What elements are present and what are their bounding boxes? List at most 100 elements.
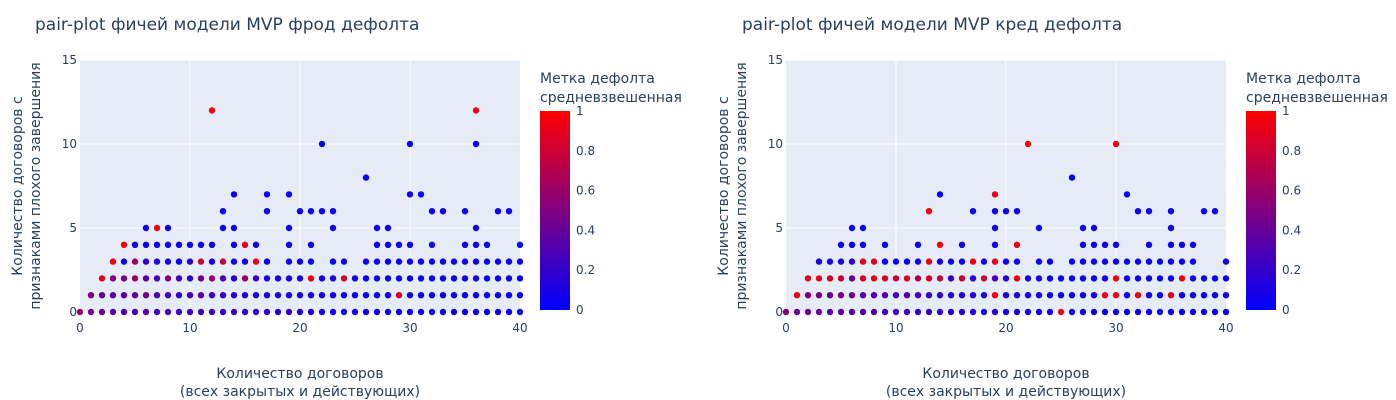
- scatter-point: [329, 208, 337, 215]
- scatter-point: [1134, 308, 1142, 316]
- scatter-point: [1222, 275, 1230, 282]
- scatter-point: [230, 275, 238, 282]
- scatter-point: [936, 241, 944, 248]
- left-chart-title: pair-plot фичей модели MVP фрод дефолта: [35, 15, 419, 35]
- scatter-point: [1079, 224, 1087, 232]
- scatter-point: [395, 258, 403, 265]
- scatter-point: [1200, 275, 1208, 282]
- scatter-point: [1112, 292, 1120, 299]
- scatter-point: [1090, 308, 1098, 316]
- scatter-point: [859, 258, 867, 265]
- x-tick-label: 0: [782, 321, 790, 335]
- scatter-point: [472, 292, 480, 299]
- scatter-point: [362, 275, 370, 282]
- scatter-point: [439, 292, 447, 299]
- scatter-point: [373, 241, 381, 248]
- scatter-point: [494, 292, 502, 299]
- scatter-point: [925, 292, 933, 299]
- scatter-point: [1145, 258, 1153, 265]
- scatter-point: [109, 275, 117, 282]
- scatter-point: [914, 275, 922, 282]
- scatter-point: [1046, 308, 1054, 316]
- scatter-point: [859, 308, 867, 316]
- scatter-point: [219, 258, 227, 265]
- scatter-point: [175, 308, 183, 316]
- scatter-point: [1200, 208, 1208, 215]
- scatter-point: [815, 275, 823, 282]
- scatter-point: [1013, 241, 1021, 248]
- scatter-point: [241, 241, 249, 248]
- scatter-point: [318, 292, 326, 299]
- scatter-point: [936, 191, 944, 198]
- scatter-point: [1035, 292, 1043, 299]
- scatter-point: [1046, 292, 1054, 299]
- scatter-point: [516, 275, 524, 282]
- left-colorbar: [540, 111, 570, 310]
- scatter-point: [230, 241, 238, 248]
- scatter-point: [373, 224, 381, 232]
- scatter-point: [285, 191, 293, 198]
- scatter-point: [373, 292, 381, 299]
- scatter-point: [406, 241, 414, 248]
- scatter-point: [815, 258, 823, 265]
- scatter-point: [881, 308, 889, 316]
- scatter-point: [1167, 308, 1175, 316]
- scatter-point: [1123, 258, 1131, 265]
- scatter-point: [1101, 292, 1109, 299]
- scatter-point: [153, 241, 161, 248]
- scatter-point: [1211, 308, 1219, 316]
- scatter-point: [263, 308, 271, 316]
- scatter-point: [1090, 241, 1098, 248]
- scatter-point: [274, 275, 282, 282]
- scatter-point: [252, 241, 260, 248]
- scatter-point: [472, 140, 480, 148]
- scatter-point: [153, 308, 161, 316]
- scatter-point: [494, 308, 502, 316]
- scatter-point: [1068, 308, 1076, 316]
- scatter-point: [892, 292, 900, 299]
- scatter-point: [472, 107, 480, 114]
- scatter-point: [428, 241, 436, 248]
- scatter-point: [958, 292, 966, 299]
- scatter-point: [881, 292, 889, 299]
- scatter-point: [848, 275, 856, 282]
- scatter-point: [1079, 308, 1087, 316]
- scatter-point: [1156, 308, 1164, 316]
- scatter-point: [516, 241, 524, 248]
- scatter-point: [969, 292, 977, 299]
- scatter-point: [1156, 292, 1164, 299]
- scatter-point: [505, 308, 513, 316]
- scatter-point: [1057, 308, 1065, 316]
- scatter-point: [1024, 275, 1032, 282]
- scatter-point: [318, 308, 326, 316]
- scatter-point: [1112, 275, 1120, 282]
- scatter-point: [274, 292, 282, 299]
- left-x-tick-labels: 0 10 20 30 40: [76, 321, 527, 335]
- scatter-point: [925, 258, 933, 265]
- scatter-point: [516, 292, 524, 299]
- scatter-point: [1123, 308, 1131, 316]
- y-tick-label: 15: [62, 53, 77, 67]
- scatter-point: [826, 258, 834, 265]
- scatter-point: [472, 258, 480, 265]
- colorbar-tick-label: 0.6: [1282, 184, 1301, 198]
- scatter-point: [329, 308, 337, 316]
- scatter-point: [1156, 258, 1164, 265]
- scatter-point: [1101, 308, 1109, 316]
- scatter-point: [1189, 275, 1197, 282]
- left-scatter-points: [76, 107, 524, 316]
- scatter-point: [439, 258, 447, 265]
- left-y-axis-label-line2: признаками плохого завершения: [28, 62, 44, 309]
- scatter-point: [252, 275, 260, 282]
- scatter-point: [329, 292, 337, 299]
- scatter-point: [793, 292, 801, 299]
- scatter-point: [318, 208, 326, 215]
- colorbar-tick-label: 0.6: [576, 184, 595, 198]
- y-tick-label: 0: [775, 305, 783, 319]
- scatter-point: [120, 292, 128, 299]
- scatter-point: [936, 258, 944, 265]
- scatter-point: [428, 292, 436, 299]
- scatter-point: [804, 308, 812, 316]
- scatter-point: [793, 308, 801, 316]
- scatter-point: [870, 258, 878, 265]
